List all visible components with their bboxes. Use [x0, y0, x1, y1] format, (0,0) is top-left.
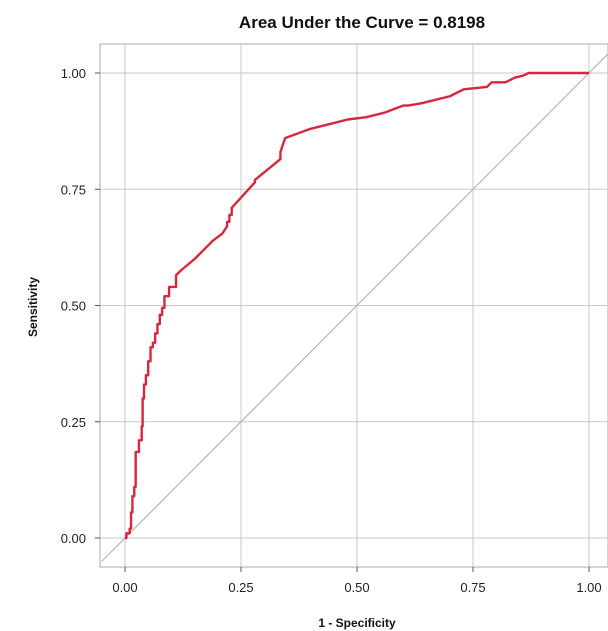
- y-tick-label: 1.00: [61, 66, 86, 81]
- x-tick-label: 0.50: [344, 580, 369, 595]
- reference-diagonal-line: [101, 53, 608, 562]
- y-tick-label: 0.50: [61, 299, 86, 314]
- y-tick-label: 0.25: [61, 415, 86, 430]
- x-tick-label: 1.00: [576, 580, 601, 595]
- x-tick-label: 0.75: [460, 580, 485, 595]
- y-axis-title: Sensitivity: [26, 277, 40, 337]
- y-tick-label: 0.00: [61, 531, 86, 546]
- x-axis-title: 1 - Specificity: [318, 616, 396, 630]
- plot-area: 0.00 0.25 0.50 0.75 1.00 0.00 0.25 0.50 0.75 1.00: [61, 43, 608, 595]
- y-tick-label: 0.75: [61, 182, 86, 197]
- x-tick-label: 0.25: [228, 580, 253, 595]
- x-tick-label: 0.00: [112, 580, 137, 595]
- roc-curve-line: [125, 71, 589, 540]
- chart-title: Area Under the Curve = 0.8198: [239, 13, 485, 32]
